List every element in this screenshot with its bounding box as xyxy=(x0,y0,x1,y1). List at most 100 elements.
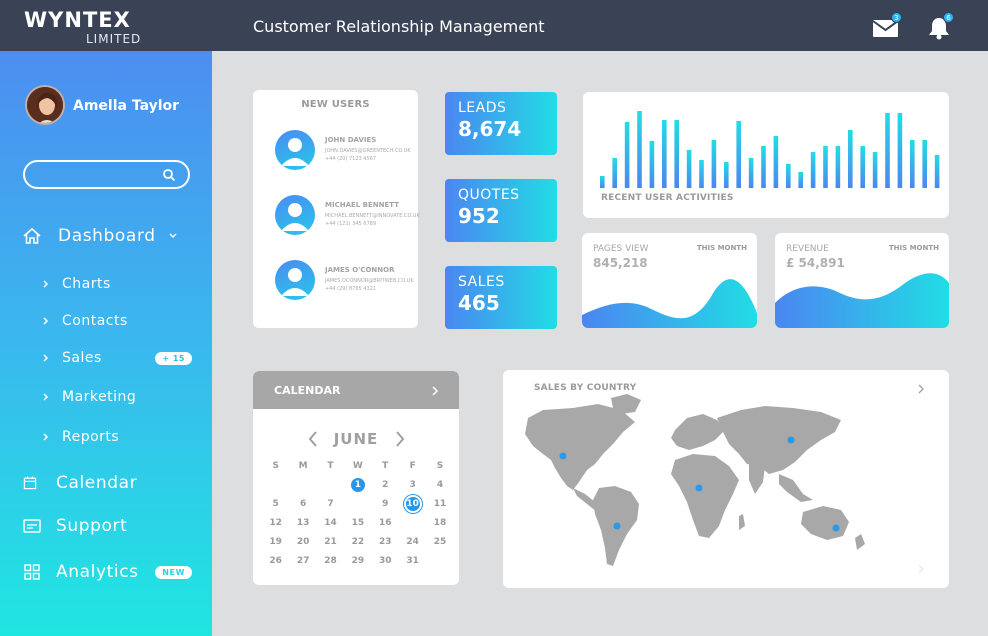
calendar-day[interactable]: 7 xyxy=(317,497,344,516)
calendar-day[interactable]: 16 xyxy=(372,516,399,535)
avatar[interactable] xyxy=(25,85,65,125)
revenue-card[interactable]: REVENUE £ 54,891 THIS MONTH xyxy=(775,233,949,328)
sidebar-item-sales[interactable]: Sales + 15 xyxy=(0,349,212,367)
activity-bar xyxy=(773,136,779,188)
calendar-day[interactable]: 9 xyxy=(372,497,399,516)
calendar-weekday: M xyxy=(289,459,316,478)
chevron-down-icon xyxy=(169,233,177,239)
calendar-day[interactable]: 5 xyxy=(262,497,289,516)
activity-bar xyxy=(649,141,655,188)
calendar-day[interactable]: 13 xyxy=(289,516,316,535)
user-avatar-icon xyxy=(275,260,315,300)
sidebar-item-support[interactable]: Support xyxy=(0,514,212,538)
calendar-cell-text: 2 xyxy=(382,480,389,490)
brand-name: WYNTEX xyxy=(24,8,131,32)
activity-bar xyxy=(612,158,617,188)
calendar-day[interactable]: 25 xyxy=(426,535,453,554)
sales-tile[interactable]: SALES 465 xyxy=(445,266,557,329)
calendar-weekday: W xyxy=(344,459,371,478)
calendar-cell-text: 30 xyxy=(378,556,392,566)
calendar-day[interactable]: 21 xyxy=(317,535,344,554)
pages-view-card[interactable]: PAGES VIEW 845,218 THIS MONTH xyxy=(582,233,757,328)
sidebar-item-charts[interactable]: Charts xyxy=(0,275,212,293)
quotes-tile[interactable]: QUOTES 952 xyxy=(445,179,557,242)
calendar-day[interactable]: 18 xyxy=(426,516,453,535)
calendar-cell-text xyxy=(323,478,337,492)
pages-view-label: PAGES VIEW xyxy=(593,244,649,254)
activity-bar xyxy=(835,146,841,188)
calendar-day[interactable]: 4 xyxy=(426,478,453,497)
calendar-day[interactable]: 23 xyxy=(372,535,399,554)
calendar-day[interactable]: 20 xyxy=(289,535,316,554)
bell-icon xyxy=(929,18,949,40)
calendar-day xyxy=(289,478,316,497)
activity-bar xyxy=(637,111,642,188)
calendar-header[interactable]: CALENDAR xyxy=(253,371,459,409)
notifications-button[interactable]: 6 xyxy=(928,12,958,40)
calendar-day[interactable]: 15 xyxy=(344,516,371,535)
brand-subtitle: LIMITED xyxy=(86,32,142,46)
world-map xyxy=(525,394,865,566)
activities-label: RECENT USER ACTIVITIES xyxy=(601,193,734,203)
next-month-button[interactable] xyxy=(394,430,406,448)
new-badge: NEW xyxy=(155,565,192,579)
calendar-day[interactable]: 19 xyxy=(262,535,289,554)
chevron-right-icon[interactable] xyxy=(917,384,925,394)
new-user-row[interactable]: MICHAEL BENNETT MICHAEL.BENNETT@INNOVATE… xyxy=(275,195,420,240)
new-users-card: NEW USERS JOHN DAVIES JOHN.DAVIES@GREENT… xyxy=(253,90,420,328)
chevron-right-icon xyxy=(43,393,49,401)
calendar-day[interactable]: 3 xyxy=(399,478,426,497)
calendar-week-row: 12 13 14 15 16 18 xyxy=(262,516,454,535)
calendar-day[interactable]: 12 xyxy=(262,516,289,535)
calendar-day[interactable]: 28 xyxy=(317,554,344,573)
sidebar: Amella Taylor Dashboard Charts Contacts … xyxy=(0,51,212,636)
sidebar-item-reports[interactable]: Reports xyxy=(0,428,212,446)
activity-bar xyxy=(860,146,865,188)
calendar-day[interactable]: 6 xyxy=(289,497,316,516)
sales-marker-brazil xyxy=(613,522,621,530)
calendar-day[interactable]: 1 xyxy=(344,478,371,497)
calendar-week-row: 1 2 3 4 xyxy=(262,478,454,497)
new-user-row[interactable]: JOHN DAVIES JOHN.DAVIES@GREENTECH.CO.UK … xyxy=(275,130,415,175)
calendar-cell-text: 16 xyxy=(378,518,392,528)
leads-tile[interactable]: LEADS 8,674 xyxy=(445,92,557,155)
sidebar-item-label: Charts xyxy=(62,276,111,292)
mail-button[interactable]: 3 xyxy=(872,12,902,40)
calendar-day[interactable]: 31 xyxy=(399,554,426,573)
sidebar-item-marketing[interactable]: Marketing xyxy=(0,388,212,406)
user-name: Amella Taylor xyxy=(73,98,180,114)
calendar-cell-text: S xyxy=(272,461,279,471)
sidebar-item-analytics[interactable]: Analytics NEW xyxy=(0,560,212,584)
calendar-day[interactable]: 22 xyxy=(344,535,371,554)
calendar-day[interactable]: 24 xyxy=(399,535,426,554)
calendar-day[interactable]: 11 xyxy=(426,497,453,516)
revenue-area-chart xyxy=(775,273,949,328)
calendar-day[interactable]: 2 xyxy=(372,478,399,497)
calendar-day[interactable]: 14 xyxy=(317,516,344,535)
calendar-day[interactable]: 26 xyxy=(262,554,289,573)
sidebar-item-contacts[interactable]: Contacts xyxy=(0,312,212,330)
activities-bar-chart xyxy=(600,111,940,188)
prev-month-button[interactable] xyxy=(307,430,319,448)
calendar-day[interactable]: 29 xyxy=(344,554,371,573)
search-input[interactable] xyxy=(25,162,155,187)
sidebar-item-label: Analytics xyxy=(56,562,139,582)
sidebar-item-dashboard[interactable]: Dashboard xyxy=(0,224,212,248)
calendar-day[interactable]: 30 xyxy=(372,554,399,573)
calendar-week-row: 5 6 7 9 10 11 xyxy=(262,497,454,516)
sidebar-item-calendar[interactable]: Calendar xyxy=(0,471,212,495)
calendar-day xyxy=(344,497,371,516)
activity-bar xyxy=(736,121,741,188)
activity-bar xyxy=(798,172,803,188)
calendar-cell-text: 28 xyxy=(324,556,337,566)
activity-bar xyxy=(823,146,828,188)
new-user-row[interactable]: JAMES O'CONNOR JAMES.OCONNOR@BRITWEB.CO.… xyxy=(275,260,415,305)
sidebar-item-label: Dashboard xyxy=(58,226,156,246)
activity-bar xyxy=(699,160,704,188)
calendar-day[interactable]: 27 xyxy=(289,554,316,573)
activity-bar xyxy=(848,130,853,188)
calendar-day[interactable]: 10 xyxy=(399,497,426,516)
chevron-right-icon xyxy=(918,564,924,574)
search-icon[interactable] xyxy=(162,168,176,182)
